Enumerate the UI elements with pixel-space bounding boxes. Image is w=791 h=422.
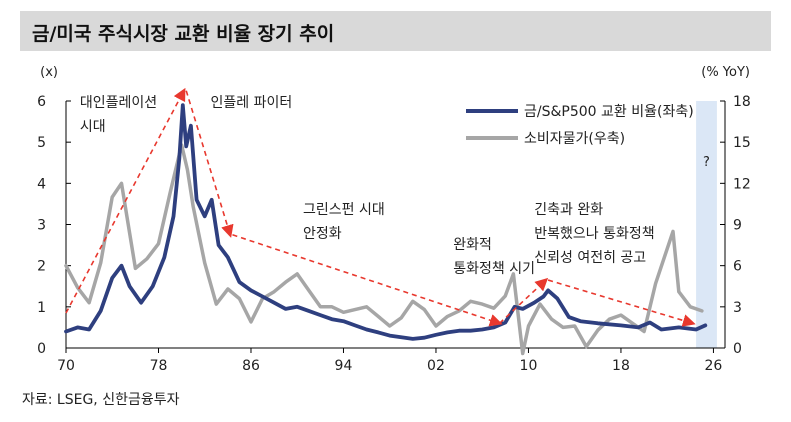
cpi-series-line — [64, 143, 704, 356]
left-tick-label: 2 — [37, 259, 46, 275]
source-note: 자료: LSEG, 신한금융투자 — [22, 392, 180, 408]
legend-label: 소비자물가(우축) — [524, 131, 625, 147]
annotation-text: 신뢰성 여전히 공고 — [534, 250, 646, 266]
forecast-band — [696, 101, 717, 348]
right-tick-label: 9 — [733, 218, 742, 234]
gold-sp500-ratio-line — [64, 103, 708, 341]
right-tick-label: 18 — [733, 94, 751, 110]
trend-arrow — [547, 279, 696, 327]
right-tick-label: 12 — [733, 176, 751, 192]
annotation-text: 완화적 — [453, 237, 492, 253]
x-tick-label: 94 — [335, 358, 353, 374]
x-tick-label: 70 — [57, 358, 75, 374]
annotation-text: 긴축과 완화 — [534, 202, 603, 218]
right-tick-label: 15 — [733, 135, 751, 151]
right-tick-label: 3 — [733, 300, 742, 316]
page-title: 금/미국 주식시장 교환 비율 장기 추이 — [32, 23, 335, 45]
trend-arrow — [65, 87, 186, 314]
right-tick-label: 6 — [733, 259, 742, 275]
left-tick-label: 0 — [37, 341, 46, 357]
title-bar: 금/미국 주식시장 교환 비율 장기 추이 — [20, 11, 771, 51]
right-tick-label: 0 — [733, 341, 742, 357]
annotation-text: 인플레 파이터 — [211, 95, 293, 111]
trend-arrow — [499, 277, 549, 324]
left-tick-label: 4 — [37, 176, 46, 192]
left-axis-unit: (x) — [40, 65, 58, 80]
left-tick-label: 5 — [37, 135, 46, 151]
legend-label: 금/S&P500 교환 비율(좌축) — [524, 104, 694, 120]
left-tick-label: 1 — [37, 300, 46, 316]
forecast-label: ? — [703, 155, 710, 170]
x-tick-label: 18 — [612, 358, 630, 374]
right-axis-unit: (% YoY) — [701, 65, 750, 80]
left-tick-label: 6 — [37, 94, 46, 110]
annotation-text: 안정화 — [303, 226, 342, 242]
annotation-text: 그린스펀 시대 — [303, 202, 385, 218]
x-tick-label: 78 — [150, 358, 168, 374]
x-tick-label: 02 — [427, 358, 445, 374]
left-tick-label: 3 — [37, 218, 46, 234]
annotation-text: 통화정책 시기 — [453, 261, 535, 277]
trend-arrow — [185, 90, 234, 238]
x-tick-label: 86 — [242, 358, 260, 374]
annotation-text: 반복했으나 통화정책 — [534, 226, 654, 242]
x-tick-label: 26 — [705, 358, 723, 374]
annotation-text: 대인플레이션 — [80, 95, 157, 111]
annotation-text: 시대 — [80, 119, 106, 135]
trend-arrow — [232, 234, 503, 327]
x-tick-label: 10 — [520, 358, 538, 374]
